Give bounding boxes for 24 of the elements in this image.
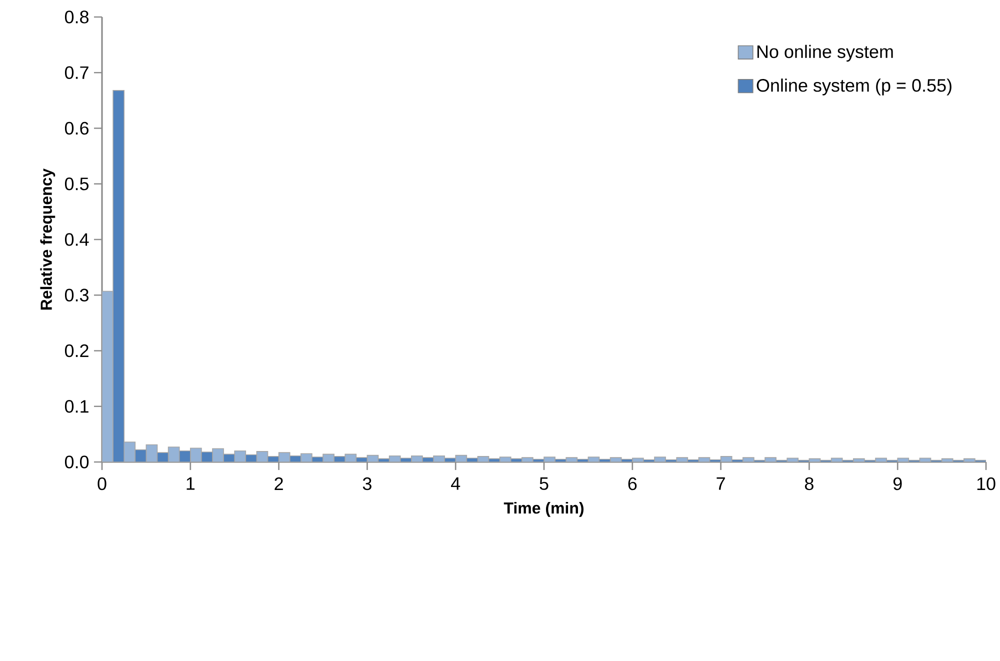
y-tick-label: 0.7: [64, 66, 88, 79]
x-tick-label: 4: [451, 477, 460, 490]
x-tick-label: 7: [716, 477, 725, 490]
x-tick-label: 9: [893, 477, 902, 490]
x-tick-label: 8: [804, 477, 814, 490]
legend-label: No online system: [757, 44, 893, 62]
y-axis-title: Relative frequency: [40, 168, 56, 310]
x-tick-label: 3: [362, 477, 372, 490]
x-tick-label: 5: [540, 477, 548, 490]
legend-label: Online system (p = 0.55): [756, 78, 952, 96]
x-tick-label: 10: [977, 477, 996, 490]
y-tick-label: 0.5: [64, 178, 89, 190]
y-tick-label: 0.3: [64, 288, 88, 302]
y-tick-label: 0.6: [64, 122, 88, 135]
y-tick-label: 0.0: [64, 456, 89, 468]
x-axis-title: Time (min): [504, 502, 584, 517]
x-tick-label: 1: [186, 477, 195, 490]
y-tick-label: 0.2: [64, 344, 88, 358]
x-tick-label: 2: [274, 477, 283, 490]
y-tick-label: 0.8: [64, 10, 88, 24]
x-tick-label: 6: [628, 477, 637, 490]
y-tick-label: 0.4: [64, 233, 89, 246]
y-tick-label: 0.1: [64, 400, 88, 413]
x-tick-label: 0: [98, 477, 106, 490]
